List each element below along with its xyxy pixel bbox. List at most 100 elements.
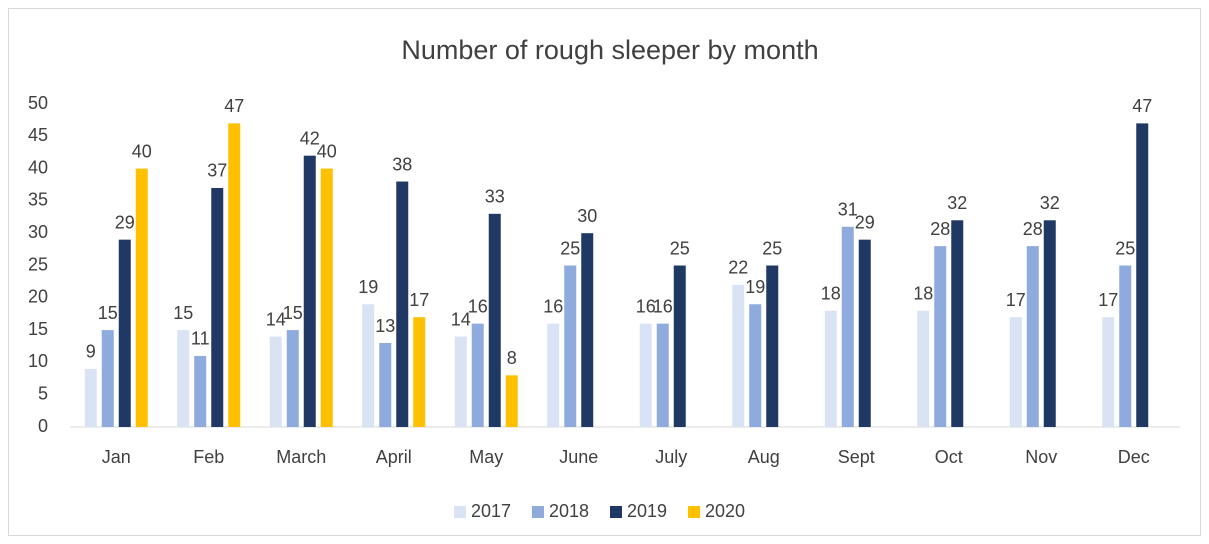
data-label: 15 — [173, 303, 193, 323]
bar — [858, 239, 871, 427]
bar — [656, 323, 669, 427]
bar — [824, 310, 837, 427]
bar — [379, 343, 392, 427]
bar — [673, 265, 686, 427]
bar — [1102, 317, 1115, 427]
data-label: 32 — [1040, 193, 1060, 213]
bar — [413, 317, 426, 427]
data-label: 25 — [762, 238, 782, 258]
legend-swatch — [454, 506, 466, 518]
data-label: 33 — [485, 187, 505, 207]
x-tick-label: Feb — [193, 447, 224, 467]
x-tick-label: July — [655, 447, 687, 467]
x-tick-label: Nov — [1025, 447, 1057, 467]
bar — [101, 330, 114, 427]
legend-swatch — [610, 506, 622, 518]
data-label: 17 — [1006, 290, 1026, 310]
data-label: 16 — [468, 296, 488, 316]
data-label: 15 — [98, 303, 118, 323]
y-tick-label: 10 — [28, 351, 48, 371]
bar — [1009, 317, 1022, 427]
bar — [841, 226, 854, 427]
bar — [488, 213, 501, 427]
data-label: 13 — [375, 316, 395, 336]
data-label: 17 — [409, 290, 429, 310]
data-label: 25 — [1115, 238, 1135, 258]
data-label: 19 — [745, 277, 765, 297]
y-tick-label: 25 — [28, 254, 48, 274]
legend-swatch — [532, 506, 544, 518]
x-tick-label: March — [276, 447, 326, 467]
chart-title: Number of rough sleeper by month — [401, 35, 818, 65]
data-label: 30 — [577, 206, 597, 226]
legend-label: 2020 — [705, 501, 745, 521]
bar — [454, 336, 467, 427]
bar — [951, 220, 964, 427]
data-label: 11 — [191, 329, 210, 349]
bar — [362, 304, 375, 427]
bar — [505, 375, 518, 427]
data-label: 40 — [317, 141, 337, 161]
x-tick-label: Dec — [1118, 447, 1150, 467]
bar — [1026, 246, 1039, 427]
x-tick-label: June — [559, 447, 598, 467]
x-tick-label: Jan — [102, 447, 131, 467]
x-tick-label: Sept — [838, 447, 875, 467]
bar — [917, 310, 930, 427]
chart-frame — [8, 8, 1201, 536]
legend-label: 2019 — [627, 501, 667, 521]
data-label: 16 — [543, 296, 563, 316]
data-label: 42 — [300, 128, 320, 148]
data-label: 9 — [86, 342, 96, 362]
bar — [320, 168, 333, 427]
bar — [211, 187, 224, 427]
bar — [135, 168, 148, 427]
bar — [269, 336, 282, 427]
bar — [396, 181, 409, 427]
data-label: 16 — [636, 296, 656, 316]
bar — [471, 323, 484, 427]
data-label: 14 — [451, 309, 471, 329]
bar — [581, 233, 594, 427]
y-tick-label: 20 — [28, 287, 48, 307]
data-label: 18 — [913, 283, 933, 303]
data-label: 40 — [132, 141, 152, 161]
y-tick-label: 5 — [38, 383, 48, 403]
bar — [118, 239, 131, 427]
bar — [303, 155, 316, 427]
y-tick-label: 40 — [28, 157, 48, 177]
bar — [1043, 220, 1056, 427]
y-tick-label: 15 — [28, 319, 48, 339]
legend-label: 2018 — [549, 501, 589, 521]
data-label: 17 — [1098, 290, 1118, 310]
legend-swatch — [688, 506, 700, 518]
data-label: 28 — [1023, 219, 1043, 239]
bar — [639, 323, 652, 427]
bar — [286, 330, 299, 427]
bar — [177, 330, 190, 427]
data-label: 37 — [207, 161, 227, 181]
legend-label: 2017 — [471, 501, 511, 521]
bar — [547, 323, 560, 427]
x-tick-label: Oct — [935, 447, 963, 467]
x-tick-label: Aug — [748, 447, 780, 467]
data-label: 22 — [728, 258, 748, 278]
data-label: 15 — [283, 303, 303, 323]
data-label: 38 — [392, 154, 412, 174]
data-label: 8 — [507, 348, 517, 368]
data-label: 32 — [947, 193, 967, 213]
data-label: 25 — [670, 238, 690, 258]
bar — [749, 304, 762, 427]
y-tick-label: 35 — [28, 190, 48, 210]
y-tick-label: 0 — [38, 416, 48, 436]
y-tick-label: 45 — [28, 125, 48, 145]
data-label: 29 — [115, 212, 135, 232]
data-label: 28 — [930, 219, 950, 239]
data-label: 18 — [821, 283, 841, 303]
bar — [1136, 123, 1149, 427]
x-tick-label: May — [469, 447, 503, 467]
data-label: 31 — [838, 199, 858, 219]
y-tick-label: 50 — [28, 93, 48, 113]
bar — [732, 284, 745, 427]
